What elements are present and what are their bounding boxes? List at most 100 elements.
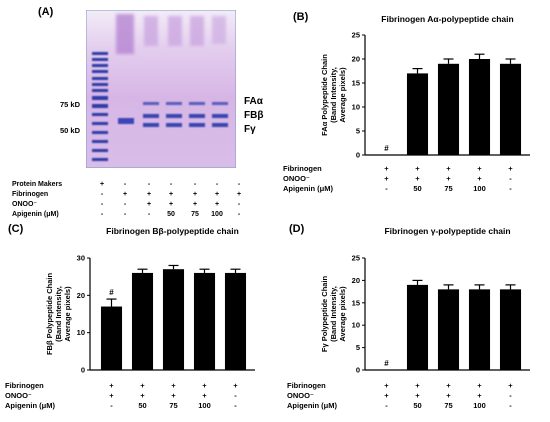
table-row-label: Apigenin (μM) [12, 211, 59, 218]
treatment-cell: + [140, 391, 145, 400]
treatment-cell: + [171, 381, 176, 390]
table-cell: - [238, 211, 241, 218]
table-cell: + [147, 201, 151, 208]
treatment-cell: 100 [473, 401, 486, 410]
bar [100, 306, 123, 370]
table-cell: - [216, 181, 219, 188]
y-tick-label: 20 [352, 55, 360, 64]
band-label-fa: FAα [244, 96, 263, 107]
treatment-cell: - [509, 391, 512, 400]
bar [162, 269, 185, 370]
y-tick-label: 5 [356, 343, 360, 352]
treatment-cell: - [110, 401, 113, 410]
table-cell: + [100, 181, 104, 188]
y-tick-label: 25 [352, 254, 360, 263]
significance-mark: # [384, 359, 389, 368]
table-row-label: Protein Makers [12, 181, 62, 188]
significance-mark: # [109, 288, 114, 297]
y-tick-label: 20 [77, 291, 85, 300]
table-cell: + [237, 191, 241, 198]
treatment-cell: 75 [444, 184, 452, 193]
treatment-cell: + [446, 164, 451, 173]
significance-mark: # [384, 144, 389, 153]
table-cell: - [101, 211, 104, 218]
treatment-cell: + [233, 381, 238, 390]
treatment-cell: + [202, 391, 207, 400]
treatment-cell: + [140, 381, 145, 390]
table-cell: - [124, 201, 127, 208]
y-axis-label: (Band Intensity, [329, 67, 338, 123]
table-cell: + [169, 191, 173, 198]
treatment-cell: 50 [413, 184, 421, 193]
y-tick-label: 0 [81, 366, 85, 375]
y-axis-label: Fγ Polypeptide Chain [320, 275, 329, 352]
treatment-row-label: Fibrinogen [283, 164, 322, 173]
treatment-row-label: ONOO⁻ [283, 174, 310, 183]
table-cell: - [124, 211, 127, 218]
chart-b: (B) Fibrinogen Aα-polypeptide chain 0 5 10 15… [275, 0, 550, 210]
treatment-cell: 50 [413, 401, 421, 410]
treatment-cell: - [385, 401, 388, 410]
bar [406, 73, 429, 155]
y-tick-label: 20 [352, 276, 360, 285]
treatment-cell: + [109, 391, 114, 400]
treatment-cell: - [509, 174, 512, 183]
treatment-cell: 100 [473, 184, 486, 193]
y-tick-label: 5 [356, 127, 360, 136]
treatment-cell: + [109, 381, 114, 390]
table-cell: 75 [191, 211, 199, 218]
treatment-cell: 50 [138, 401, 146, 410]
y-axis-label: (Band Intensity, [329, 286, 338, 342]
table-cell: 50 [167, 211, 175, 218]
treatment-cell: - [509, 401, 512, 410]
y-tick-label: 15 [352, 298, 360, 307]
bar [437, 63, 460, 155]
treatment-row-label: Fibrinogen [5, 381, 44, 390]
treatment-cell: + [477, 391, 482, 400]
chart-title: Fibrinogen Aα-polypeptide chain [381, 14, 513, 24]
band-label-fb: FBβ [244, 110, 264, 121]
panel-a-treatment-table: Protein Makers + - - - - - - Fibrinogen - + + + + + + ON… [10, 178, 260, 218]
bar [131, 272, 154, 370]
treatment-cell: + [171, 391, 176, 400]
bar [499, 289, 522, 370]
treatment-cell: - [234, 401, 237, 410]
chart-title: Fibrinogen γ-polypeptide chain [384, 226, 510, 236]
table-cell: - [194, 181, 197, 188]
bar [468, 289, 491, 370]
y-axis-label: FAα Polypeptide Chain [320, 54, 329, 136]
table-cell: + [215, 201, 219, 208]
y-tick-label: 30 [77, 254, 85, 263]
table-cell: - [148, 181, 151, 188]
table-cell: + [123, 191, 127, 198]
table-cell: - [238, 181, 241, 188]
table-cell: - [124, 181, 127, 188]
treatment-row-label: ONOO⁻ [5, 391, 32, 400]
bar [406, 284, 429, 370]
panel-letter: (D) [289, 223, 305, 235]
y-tick-label: 10 [77, 328, 85, 337]
bar [193, 272, 216, 370]
table-cell: + [147, 191, 151, 198]
y-axis-label: (Band Intensity, [54, 286, 63, 342]
treatment-row-label: Apigenin (μM) [5, 401, 55, 410]
y-tick-label: 0 [356, 151, 360, 160]
panel-letter: (B) [293, 11, 309, 23]
treatment-cell: + [446, 381, 451, 390]
treatment-row-label: Apigenin (μM) [287, 401, 337, 410]
table-cell: + [193, 191, 197, 198]
treatment-cell: + [477, 174, 482, 183]
table-cell: - [238, 201, 241, 208]
y-axis-label: Average pixels) [338, 286, 347, 342]
table-cell: - [101, 191, 104, 198]
bar [437, 289, 460, 370]
treatment-cell: + [508, 381, 513, 390]
treatment-cell: + [415, 164, 420, 173]
table-row-label: ONOO⁻ [12, 201, 37, 208]
treatment-cell: + [384, 174, 389, 183]
table-cell: + [215, 191, 219, 198]
treatment-row-label: ONOO⁻ [287, 391, 314, 400]
table-row-label: Fibrinogen [12, 191, 48, 198]
table-cell: + [193, 201, 197, 208]
bar [499, 63, 522, 155]
